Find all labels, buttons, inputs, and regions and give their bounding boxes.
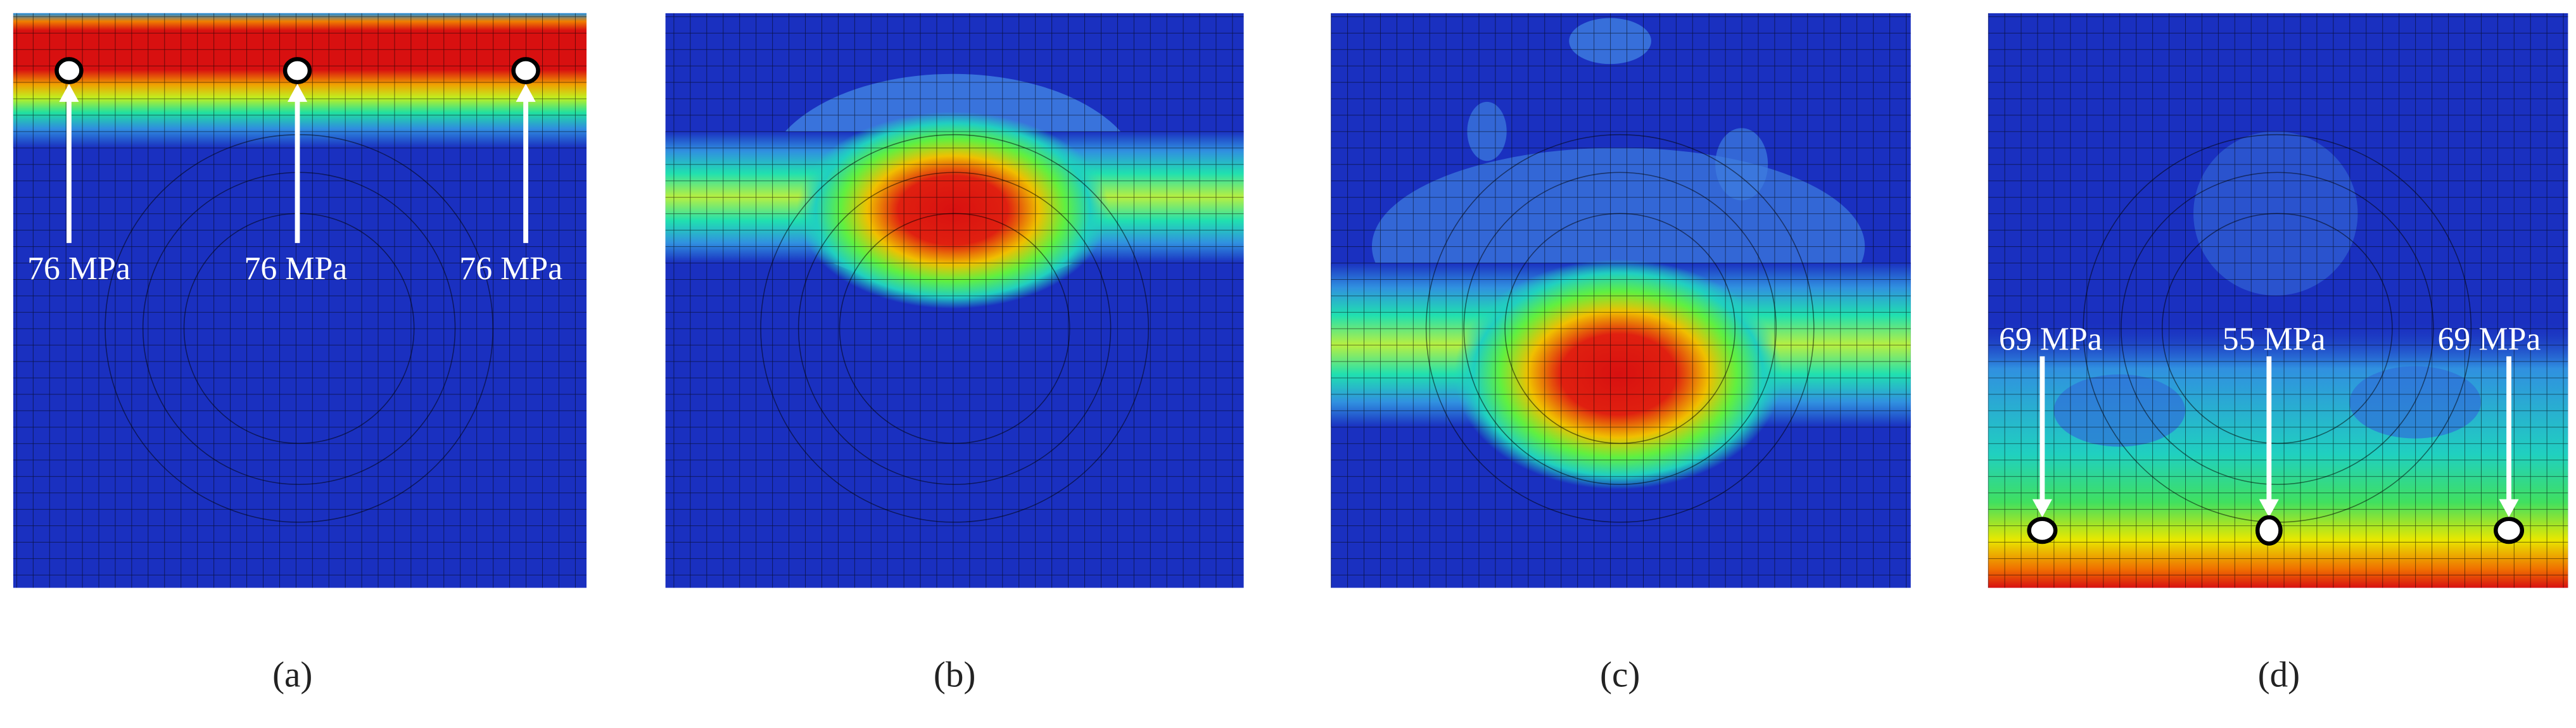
stress-label: 76 MPa (27, 251, 130, 287)
annotations-a: 76 MPa 76 MPa 76 MPa (27, 57, 562, 287)
shape-circle (1425, 134, 1815, 523)
shape-ellipse (2027, 517, 2058, 544)
shape-circle (797, 172, 1112, 486)
stress-label: 69 MPa (2437, 322, 2541, 358)
shape-circle (760, 134, 1149, 523)
stress-label: 55 MPa (2223, 322, 2326, 358)
panel-caption: (b) (934, 655, 976, 694)
figure-body: 76 MPa 76 MPa 76 MPa 69 MPa 55 MPa 69 MP… (13, 13, 2568, 694)
panel-b (665, 13, 1244, 588)
stress-label: 76 MPa (244, 251, 347, 287)
stress-label: 69 MPa (1999, 322, 2102, 358)
shape-g (1425, 134, 1815, 523)
shape-rect (1331, 13, 1911, 588)
panel-caption: (a) (272, 655, 312, 694)
shape-polygon (2259, 499, 2279, 518)
shape-rect (1988, 13, 2568, 588)
shape-ellipse (2494, 517, 2525, 544)
stress-label: 76 MPa (459, 251, 562, 287)
shape-g (760, 134, 1149, 523)
shape-circle (2121, 172, 2434, 486)
shape-polygon (2499, 499, 2519, 518)
shape-polygon (287, 84, 308, 102)
shape-polygon (516, 84, 536, 102)
shape-ellipse (2255, 515, 2283, 546)
annotations-d: 69 MPa 55 MPa 69 MPa (1999, 322, 2541, 546)
shape-ellipse (54, 57, 84, 84)
panel-caption: (c) (1600, 655, 1640, 694)
shape-polygon (2032, 499, 2052, 518)
panel-d (1988, 13, 2568, 588)
shape-circle (1463, 172, 1777, 486)
shape-circle (1504, 213, 1736, 444)
shape-circle (2161, 213, 2393, 444)
shape-ellipse (511, 57, 540, 84)
shape-circle (839, 213, 1070, 444)
shape-ellipse (282, 57, 312, 84)
shape-polygon (59, 84, 79, 102)
panel-c (1331, 13, 1911, 588)
panel-caption: (d) (2258, 655, 2300, 694)
shape-rect (665, 13, 1244, 588)
